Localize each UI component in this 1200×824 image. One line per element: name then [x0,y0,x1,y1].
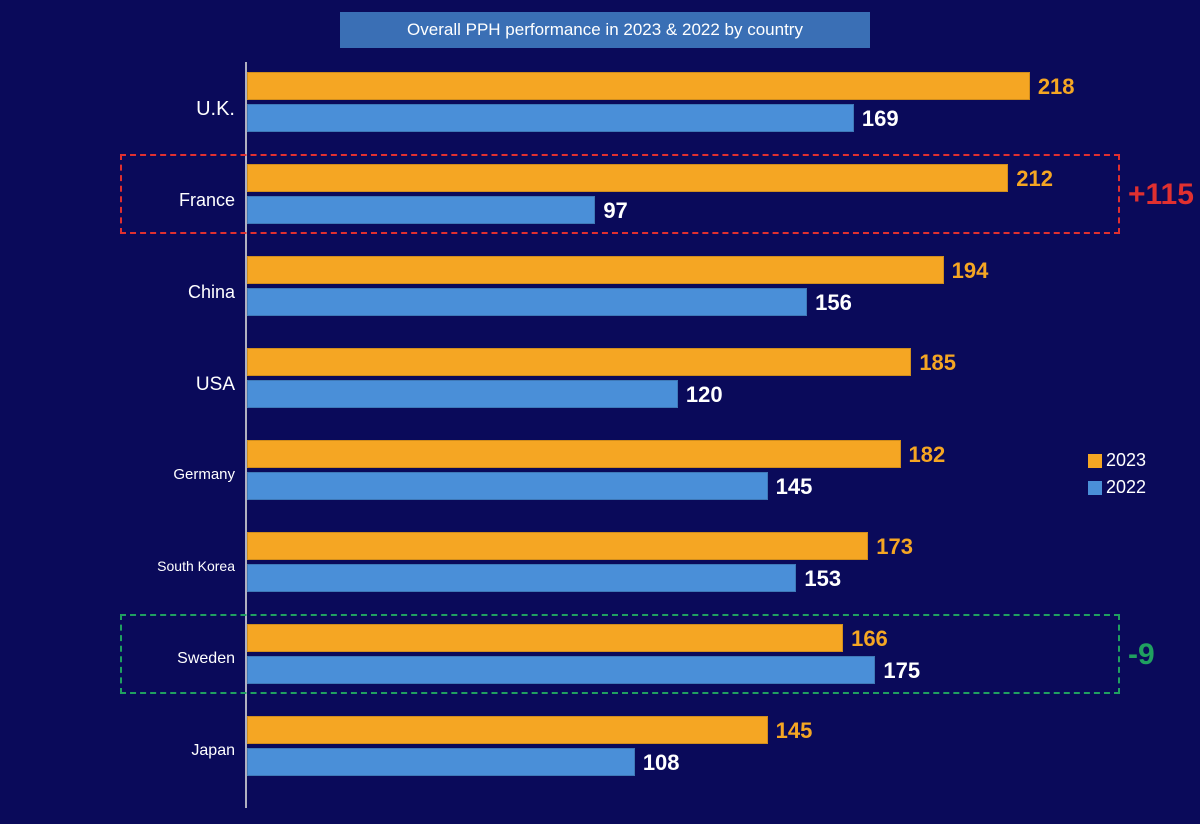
value-2023: 145 [776,718,813,744]
bar-2023 [247,716,768,744]
country-label: Germany [0,466,235,483]
country-label: South Korea [0,558,235,574]
value-2022: 145 [776,474,813,500]
value-2023: 173 [876,534,913,560]
highlight-box [120,614,1120,694]
legend-label: 2022 [1106,477,1146,498]
chart-title-banner: Overall PPH performance in 2023 & 2022 b… [340,12,870,48]
legend-swatch [1088,481,1102,495]
chart-title: Overall PPH performance in 2023 & 2022 b… [407,20,803,40]
country-label: USA [0,374,235,396]
bar-2023 [247,440,901,468]
bar-2023 [247,348,911,376]
bar-2022 [247,564,796,592]
value-2023: 194 [952,258,989,284]
country-label: China [0,282,235,303]
legend-label: 2023 [1106,450,1146,471]
legend-item: 2022 [1088,477,1146,498]
value-2022: 108 [643,750,680,776]
bar-2022 [247,380,678,408]
country-label: U.K. [0,98,235,121]
legend-item: 2023 [1088,450,1146,471]
country-label: Japan [0,742,235,760]
bar-2022 [247,288,807,316]
highlight-box [120,154,1120,234]
chart-area: U.K.218169France21297China194156USA18512… [0,62,1200,812]
value-2022: 120 [686,382,723,408]
bar-2023 [247,256,944,284]
bar-2023 [247,532,868,560]
bar-2023 [247,72,1030,100]
value-2022: 169 [862,106,899,132]
value-2022: 156 [815,290,852,316]
bar-2022 [247,104,854,132]
legend: 2023 2022 [1088,450,1146,504]
highlight-annotation: -9 [1128,638,1155,672]
value-2023: 185 [919,350,956,376]
legend-swatch [1088,454,1102,468]
bar-2022 [247,472,768,500]
value-2023: 218 [1038,74,1075,100]
value-2022: 153 [804,566,841,592]
highlight-annotation: +115 [1128,178,1194,212]
value-2023: 182 [909,442,946,468]
bar-2022 [247,748,635,776]
